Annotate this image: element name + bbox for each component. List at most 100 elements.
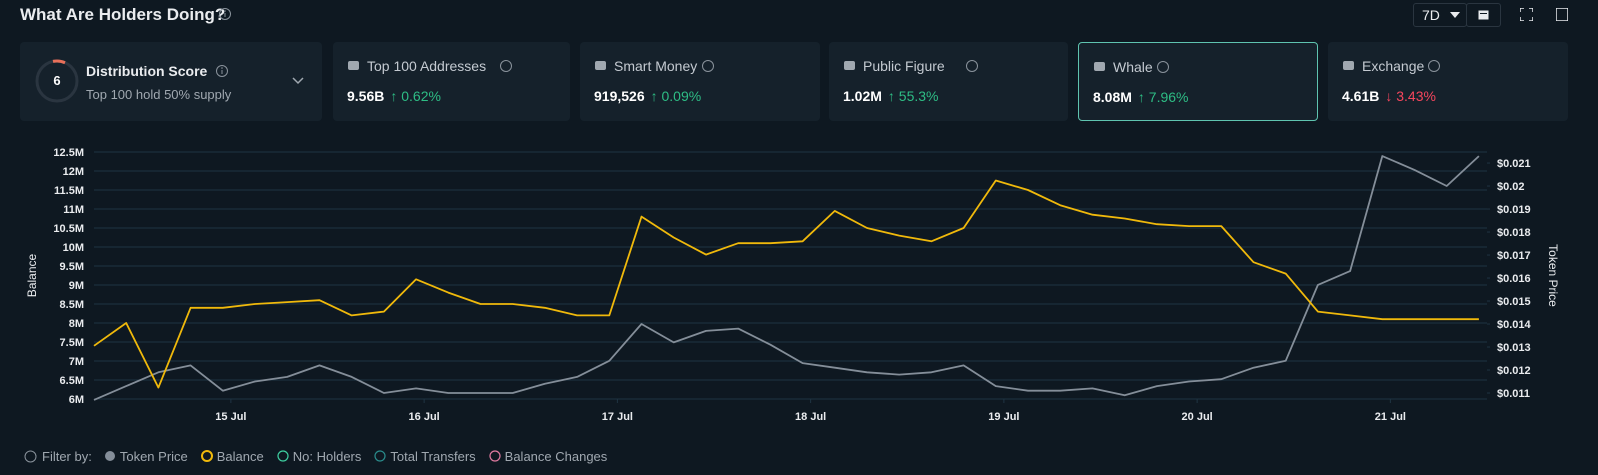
legend-dot-shape (104, 451, 115, 461)
card-icon (1094, 62, 1105, 71)
legend-item[interactable]: No: Holders (277, 449, 361, 464)
card-value: 4.61B ↓ 3.43% (1342, 88, 1436, 104)
legend-item[interactable]: Token Price (104, 449, 188, 464)
expand-icon[interactable] (292, 77, 304, 85)
y-tick-label: 12.5M (53, 147, 84, 159)
dropdown-arrow (1450, 12, 1460, 18)
page-title: What Are Holders Doing? (20, 5, 226, 24)
x-tick-label: 19 Jul (988, 411, 1019, 423)
x-tick-label: 18 Jul (795, 411, 826, 423)
legend-dot-shape (374, 450, 386, 462)
y-tick-label: 8M (69, 318, 84, 330)
stat-card[interactable]: Whale 8.08M ↑ 7.96% (1078, 42, 1318, 121)
stat-card[interactable]: Smart Money 919,526 ↑ 0.09% (580, 42, 820, 121)
card-value-text: 4.61B (1342, 88, 1380, 104)
card-value: 1.02M ↑ 55.3% (843, 88, 939, 104)
icon-shape (1343, 61, 1354, 70)
calendar-button[interactable] (1466, 3, 1501, 27)
info-icon (1157, 61, 1169, 73)
y-tick-label: 6M (69, 394, 84, 406)
card-change: ↑ 7.96% (1137, 89, 1189, 105)
stat-card[interactable]: Public Figure 1.02M ↑ 55.3% (829, 42, 1068, 121)
stat-card[interactable]: Exchange 4.61B ↓ 3.43% (1328, 42, 1568, 121)
info-icon (499, 60, 512, 72)
card-value-text: 1.02M (843, 88, 882, 104)
y-tick-label: 9M (69, 280, 84, 292)
icon-shape (1428, 60, 1441, 72)
card-icon (1343, 61, 1354, 70)
icon-shape (702, 60, 715, 72)
legend-label: Balance Changes (504, 448, 608, 464)
legend-dot (374, 450, 386, 462)
y2-tick-label: $0.014 (1497, 319, 1532, 331)
icon-shape (1094, 62, 1105, 71)
info-icon (702, 60, 715, 72)
y2-tick-label: $0.019 (1497, 204, 1531, 216)
card-label: Whale (1113, 59, 1153, 75)
y2-tick-label: $0.012 (1497, 365, 1531, 377)
calendar-icon (1478, 10, 1489, 20)
legend-item[interactable]: Total Transfers (374, 448, 476, 464)
x-tick-label: 20 Jul (1182, 411, 1213, 423)
legend-item[interactable]: Balance (200, 449, 264, 464)
filter-label: Filter by: (42, 448, 92, 464)
card-change: ↑ 0.62% (390, 88, 441, 104)
y-tick-label: 7.5M (60, 337, 84, 349)
y2-tick-label: $0.015 (1497, 296, 1531, 308)
stat-card[interactable]: Top 100 Addresses 9.56B ↑ 0.62% (333, 42, 570, 121)
card-change: ↑ 55.3% (887, 88, 939, 104)
y-tick-label: 10M (63, 242, 84, 254)
score-ring: 6 (35, 59, 79, 103)
score-note: Top 100 hold 50% supply (86, 87, 232, 102)
y2-tick-label: $0.016 (1497, 273, 1531, 285)
x-tick-label: 15 Jul (215, 411, 246, 423)
legend-dot (104, 451, 115, 461)
legend-dot-shape (200, 450, 213, 462)
y-tick-label: 11M (63, 204, 84, 216)
y-tick-label: 8.5M (60, 299, 84, 311)
more-icon[interactable] (1556, 8, 1568, 21)
legend-label: Total Transfers (390, 448, 476, 464)
y2-tick-label: $0.021 (1497, 158, 1531, 170)
y-axis-title: Balance (25, 253, 39, 297)
y-tick-label: 11.5M (54, 185, 84, 197)
legend-item[interactable]: Balance Changes (489, 448, 608, 464)
card-value-text: 8.08M (1093, 89, 1132, 105)
legend-dot (277, 450, 289, 462)
distribution-card[interactable]: 6 Distribution Score Top 100 hold 50% su… (20, 42, 322, 121)
icon-shape (348, 61, 359, 70)
card-value: 8.08M ↑ 7.96% (1093, 89, 1189, 105)
info-icon (24, 450, 37, 462)
series-line (93, 179, 1479, 389)
info-icon[interactable] (215, 64, 229, 78)
card-value-text: 919,526 (594, 88, 645, 104)
y2-tick-label: $0.02 (1497, 181, 1525, 193)
card-icon (595, 61, 606, 70)
y2-tick-label: $0.013 (1497, 342, 1531, 354)
info-icon[interactable] (218, 7, 232, 21)
y-tick-label: 9.5M (60, 261, 84, 273)
icon-shape (966, 60, 979, 72)
y-tick-label: 7M (69, 356, 84, 368)
y-tick-label: 6.5M (60, 375, 84, 387)
y2-axis-title: Token Price (1546, 244, 1560, 307)
range-value: 7D (1422, 7, 1440, 23)
icon-shape (844, 61, 855, 70)
card-label: Public Figure (863, 58, 945, 74)
x-tick-label: 21 Jul (1375, 411, 1406, 423)
chart: 6M 6.5M 7M 7.5M 8M 8.5M 9M 9.5M 10M 10.5M 11M 11.5M… (25, 147, 1560, 423)
fullscreen-icon[interactable] (1520, 8, 1533, 21)
score-value: 6 (53, 73, 60, 88)
x-tick-label: 17 Jul (602, 411, 633, 423)
card-change: ↑ 0.09% (650, 88, 702, 104)
card-value-text: 9.56B (347, 88, 385, 104)
card-value: 919,526 ↑ 0.09% (594, 88, 701, 104)
x-tick-label: 16 Jul (409, 411, 440, 423)
card-label: Top 100 Addresses (367, 58, 487, 74)
card-label: Smart Money (614, 58, 698, 74)
range-select[interactable]: 7D (1413, 3, 1467, 27)
legend-dot-shape (489, 450, 501, 462)
legend-dot-shape (277, 450, 289, 462)
icon-shape (1157, 61, 1169, 73)
